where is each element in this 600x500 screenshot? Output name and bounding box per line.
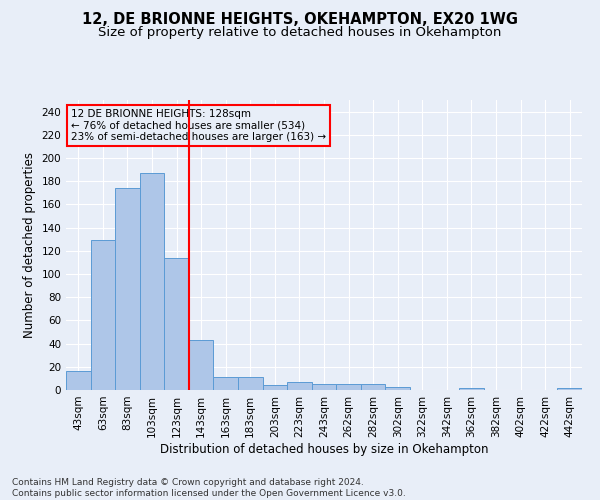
Bar <box>91 240 115 390</box>
Text: 12 DE BRIONNE HEIGHTS: 128sqm
← 76% of detached houses are smaller (534)
23% of : 12 DE BRIONNE HEIGHTS: 128sqm ← 76% of d… <box>71 108 326 142</box>
Bar <box>214 377 238 390</box>
X-axis label: Distribution of detached houses by size in Okehampton: Distribution of detached houses by size … <box>160 442 488 456</box>
Bar <box>385 386 410 390</box>
Y-axis label: Number of detached properties: Number of detached properties <box>23 152 36 338</box>
Bar <box>336 384 361 390</box>
Bar <box>115 188 140 390</box>
Bar <box>312 384 336 390</box>
Text: 12, DE BRIONNE HEIGHTS, OKEHAMPTON, EX20 1WG: 12, DE BRIONNE HEIGHTS, OKEHAMPTON, EX20… <box>82 12 518 28</box>
Bar <box>361 384 385 390</box>
Bar <box>238 377 263 390</box>
Bar <box>164 258 189 390</box>
Text: Size of property relative to detached houses in Okehampton: Size of property relative to detached ho… <box>98 26 502 39</box>
Bar <box>140 173 164 390</box>
Bar <box>66 372 91 390</box>
Bar <box>459 388 484 390</box>
Bar <box>189 340 214 390</box>
Bar <box>287 382 312 390</box>
Bar <box>557 388 582 390</box>
Text: Contains HM Land Registry data © Crown copyright and database right 2024.
Contai: Contains HM Land Registry data © Crown c… <box>12 478 406 498</box>
Bar <box>263 386 287 390</box>
